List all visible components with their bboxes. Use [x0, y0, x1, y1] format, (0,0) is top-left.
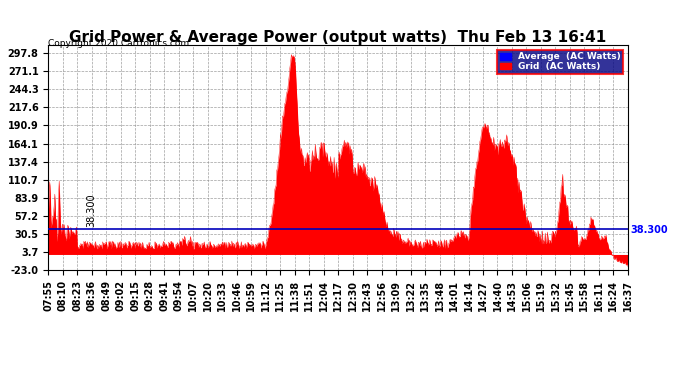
Title: Grid Power & Average Power (output watts)  Thu Feb 13 16:41: Grid Power & Average Power (output watts…	[70, 30, 607, 45]
Legend: Average  (AC Watts), Grid  (AC Watts): Average (AC Watts), Grid (AC Watts)	[497, 50, 623, 74]
Text: 38.300: 38.300	[87, 194, 97, 227]
Text: Copyright 2020 Cartronics.com: Copyright 2020 Cartronics.com	[48, 39, 190, 48]
